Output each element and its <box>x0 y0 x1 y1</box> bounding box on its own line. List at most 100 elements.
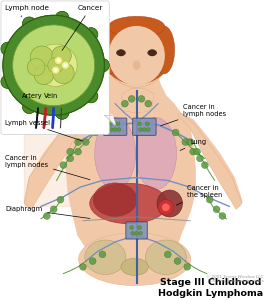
Circle shape <box>67 155 74 162</box>
Circle shape <box>34 44 77 86</box>
Text: Cancer in
the spleen: Cancer in the spleen <box>176 185 222 205</box>
Ellipse shape <box>121 258 148 275</box>
Ellipse shape <box>147 50 157 56</box>
Circle shape <box>30 46 54 69</box>
Ellipse shape <box>98 26 120 74</box>
Ellipse shape <box>153 26 175 74</box>
Circle shape <box>79 263 86 270</box>
Circle shape <box>55 106 69 119</box>
Polygon shape <box>122 88 154 113</box>
Circle shape <box>55 11 69 25</box>
Circle shape <box>53 62 74 83</box>
Circle shape <box>55 57 62 64</box>
Circle shape <box>99 251 106 258</box>
Circle shape <box>55 106 69 119</box>
Circle shape <box>131 231 135 235</box>
Circle shape <box>75 139 81 145</box>
Circle shape <box>213 206 220 213</box>
Circle shape <box>34 65 54 85</box>
Circle shape <box>27 58 45 76</box>
Circle shape <box>162 203 170 211</box>
Text: Lymph node: Lymph node <box>5 5 49 17</box>
Wedge shape <box>100 48 173 85</box>
Ellipse shape <box>116 50 126 56</box>
Ellipse shape <box>79 233 191 286</box>
Ellipse shape <box>108 16 165 38</box>
Polygon shape <box>104 115 115 125</box>
Circle shape <box>149 50 156 56</box>
Circle shape <box>138 122 141 126</box>
Ellipse shape <box>136 118 177 190</box>
Ellipse shape <box>116 50 126 56</box>
Circle shape <box>172 129 179 136</box>
Circle shape <box>55 57 62 64</box>
Circle shape <box>84 28 98 41</box>
Circle shape <box>130 226 134 230</box>
Circle shape <box>1 42 15 56</box>
Circle shape <box>55 11 69 25</box>
Circle shape <box>145 100 152 107</box>
Circle shape <box>52 66 59 74</box>
Ellipse shape <box>93 183 137 217</box>
Polygon shape <box>24 113 86 206</box>
Circle shape <box>96 58 109 72</box>
Circle shape <box>64 63 67 67</box>
Circle shape <box>3 15 104 115</box>
Circle shape <box>122 100 128 107</box>
Circle shape <box>30 46 54 69</box>
Circle shape <box>57 58 60 62</box>
Circle shape <box>54 68 57 72</box>
Circle shape <box>96 58 109 72</box>
Ellipse shape <box>157 190 182 217</box>
Text: Stage III Childhood
Hodgkin Lymphoma: Stage III Childhood Hodgkin Lymphoma <box>158 278 263 298</box>
Polygon shape <box>66 53 195 274</box>
Circle shape <box>89 258 96 265</box>
Circle shape <box>52 66 59 74</box>
Text: Cancer in
lymph nodes: Cancer in lymph nodes <box>161 104 227 126</box>
Circle shape <box>113 128 117 131</box>
Circle shape <box>34 65 54 85</box>
Circle shape <box>139 231 142 235</box>
Circle shape <box>146 128 150 131</box>
FancyBboxPatch shape <box>1 1 109 134</box>
Circle shape <box>84 28 98 41</box>
Polygon shape <box>180 113 242 206</box>
Circle shape <box>3 15 104 115</box>
Circle shape <box>164 251 171 258</box>
Circle shape <box>23 100 36 114</box>
Circle shape <box>75 148 81 155</box>
Circle shape <box>138 95 145 102</box>
Circle shape <box>57 196 64 203</box>
Ellipse shape <box>95 118 136 190</box>
Circle shape <box>197 155 204 162</box>
Circle shape <box>27 58 45 76</box>
Circle shape <box>82 139 89 145</box>
Circle shape <box>84 89 98 103</box>
Circle shape <box>174 258 181 265</box>
Text: Lymph vessel: Lymph vessel <box>5 120 83 141</box>
Ellipse shape <box>133 61 141 70</box>
Circle shape <box>194 148 200 155</box>
Ellipse shape <box>103 18 170 87</box>
Circle shape <box>182 139 189 145</box>
Circle shape <box>61 61 69 69</box>
Circle shape <box>67 148 74 155</box>
FancyBboxPatch shape <box>133 118 156 135</box>
Circle shape <box>50 206 57 213</box>
Text: Cancer in
lymph nodes: Cancer in lymph nodes <box>5 155 90 180</box>
Text: Diaphragm: Diaphragm <box>5 206 90 218</box>
Text: Cancer: Cancer <box>62 5 103 50</box>
Ellipse shape <box>145 240 186 274</box>
Circle shape <box>138 226 141 230</box>
Circle shape <box>48 58 64 73</box>
Circle shape <box>61 61 69 69</box>
Circle shape <box>34 44 77 86</box>
Circle shape <box>23 100 36 114</box>
Circle shape <box>135 231 139 235</box>
Text: Vein: Vein <box>44 93 58 99</box>
Text: Artery: Artery <box>21 93 42 99</box>
Polygon shape <box>178 113 242 209</box>
Polygon shape <box>24 113 90 209</box>
Circle shape <box>139 128 142 131</box>
Circle shape <box>60 162 67 169</box>
